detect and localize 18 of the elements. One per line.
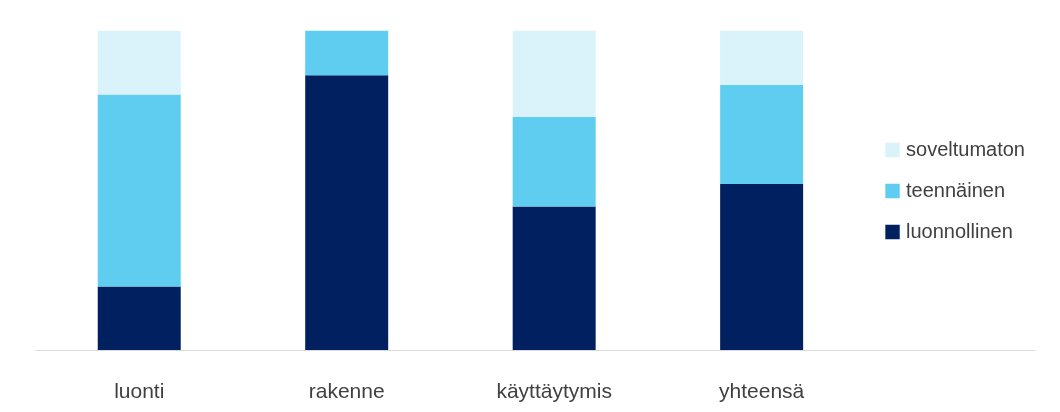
bar <box>720 30 804 85</box>
legend-label: teennäinen <box>906 178 1006 202</box>
bar <box>305 30 389 76</box>
bar <box>305 75 389 351</box>
x-tick-label: luonti <box>114 378 165 402</box>
legend-label: luonnollinen <box>906 219 1013 243</box>
x-tick-label: rakenne <box>308 378 385 402</box>
bar <box>512 206 596 351</box>
bar <box>97 286 181 351</box>
x-tick-label: yhteensä <box>719 378 805 402</box>
bar <box>512 30 596 117</box>
x-tick-label: käyttäytymis <box>496 378 612 402</box>
bar <box>720 84 804 185</box>
bar <box>97 30 181 95</box>
legend-label: soveltumaton <box>906 137 1025 161</box>
bar <box>97 94 181 287</box>
bar <box>720 184 804 351</box>
bar <box>512 116 596 207</box>
